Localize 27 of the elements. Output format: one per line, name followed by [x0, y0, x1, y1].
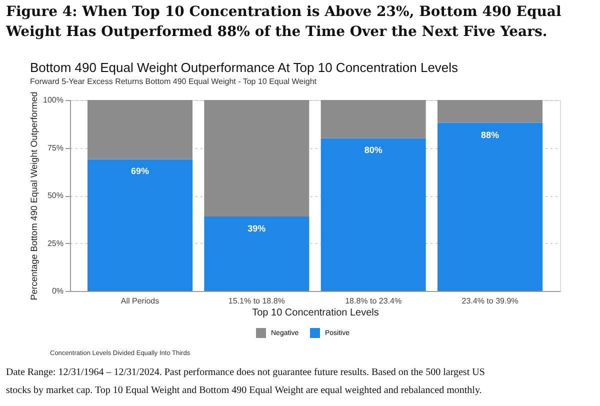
bar — [438, 100, 542, 123]
x-tick-label: 15.1% to 18.8% — [228, 296, 285, 306]
y-tick-label: 100% — [43, 96, 64, 104]
x-tick-label: 18.8% to 23.4% — [345, 296, 402, 306]
y-tick-label: 50% — [47, 191, 64, 200]
bar — [438, 122, 542, 291]
text: Date Range: 12/31/1964 – 12/31/2024. Past performance does not guarantee future results. Based on the 500 largest US stocks by market cap. Top 10 Equal Weight and Bottom 490 Equal Weight are equal weighted and rebalanced monthly. — [6, 367, 485, 396]
y-tick-label: 75% — [47, 143, 64, 152]
bar — [320, 138, 426, 291]
x-axis-title: Top 10 Concentration Levels — [252, 308, 379, 318]
chart-subtitle: Bottom 490 Equal Weight Outperformance At Top 10 Concentration Levels — [30, 60, 459, 75]
bar — [320, 100, 426, 138]
chart-title: Figure 4: When Top 10 Concentration is Above 23%, Bottom 490 Equal Weight Has Outperformed 88% of the Time Over the Next Five Years. — [5, 4, 562, 40]
y-tick-label: 0% — [52, 286, 64, 296]
data-label: 88% — [480, 130, 500, 140]
data-label: 39% — [248, 224, 266, 234]
data-label: 69% — [130, 166, 150, 176]
bar — [88, 159, 192, 291]
x-tick-label: 23.4% to 39.9% — [462, 296, 518, 306]
data-label: 80% — [364, 145, 382, 156]
bar — [204, 216, 310, 291]
text: Forward 5-Year Excess Returns Bottom 490 Equal Weight - Top 10 Equal Weight — [30, 77, 318, 86]
x-tick-label: All Periods — [120, 296, 160, 306]
y-tick-label: 25% — [47, 238, 64, 248]
bar — [204, 100, 310, 217]
bar — [88, 100, 192, 160]
y-axis-title: Percentage Bottom 490 Equal Weight Outperformed — [29, 92, 40, 300]
